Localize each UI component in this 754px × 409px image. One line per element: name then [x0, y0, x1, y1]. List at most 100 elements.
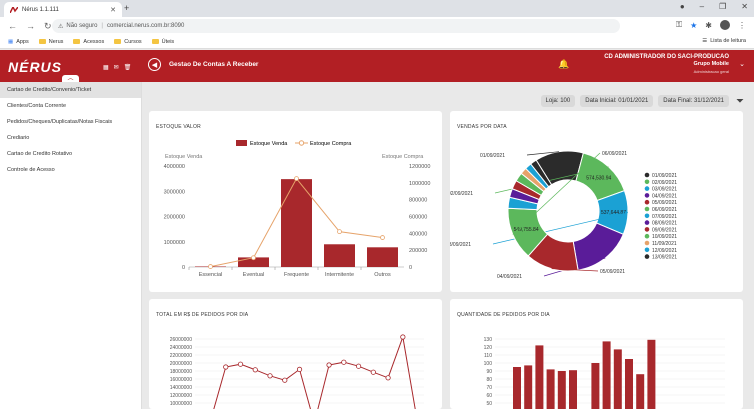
- arrow-left-icon: ◀: [151, 61, 158, 69]
- nav-buttons: ← → ↻: [8, 21, 52, 32]
- browser-tab[interactable]: Nérus 1.1.111 ✕: [4, 2, 122, 17]
- point-total-pedidos[interactable]: [326, 362, 332, 368]
- bookmark-folder[interactable]: Úteis: [151, 39, 174, 45]
- point-estoque-compra[interactable]: [380, 235, 385, 240]
- collapse-menu-button[interactable]: ︿: [62, 75, 79, 83]
- calculator-icon[interactable]: ▦: [103, 65, 109, 71]
- bar-estoque-venda[interactable]: [238, 257, 269, 267]
- back-arrow-icon[interactable]: ←: [8, 20, 17, 31]
- sidebar-item-clientes[interactable]: Clientes/Conta Corrente: [7, 103, 67, 109]
- bar-quantidade[interactable]: [602, 341, 611, 409]
- trash-icon[interactable]: 🗑: [123, 65, 132, 71]
- point-total-pedidos[interactable]: [341, 359, 347, 365]
- point-total-pedidos[interactable]: [237, 361, 244, 367]
- bar-estoque-venda[interactable]: [324, 244, 355, 267]
- point-total-pedidos[interactable]: [355, 363, 362, 369]
- bar-quantidade[interactable]: [569, 370, 577, 409]
- forward-arrow-icon[interactable]: →: [26, 20, 35, 31]
- extensions-icon[interactable]: ✱: [705, 20, 712, 30]
- bell-icon[interactable]: 🔔: [558, 59, 570, 69]
- point-total-pedidos[interactable]: [267, 373, 273, 379]
- menu-icon[interactable]: ⋮: [738, 20, 746, 30]
- legend-marker[interactable]: [644, 233, 650, 239]
- bar-quantidade[interactable]: [613, 349, 622, 409]
- sidebar-item-crediario[interactable]: Crediario: [7, 135, 30, 141]
- point-total-pedidos[interactable]: [370, 369, 376, 375]
- back-button[interactable]: ◀: [148, 58, 161, 71]
- legend-marker[interactable]: [644, 199, 650, 205]
- star-icon[interactable]: ★: [690, 20, 698, 30]
- bookmark-folder[interactable]: Cursos: [114, 39, 142, 45]
- legend-marker[interactable]: [644, 254, 650, 259]
- legend-marker[interactable]: [644, 220, 650, 225]
- filter-bar: Loja: 100 Data Inicial: 01/01/2021 Data …: [540, 95, 744, 107]
- bar-quantidade[interactable]: [557, 371, 566, 409]
- bookmark-folder[interactable]: Acessos: [73, 39, 104, 45]
- bar-quantidade[interactable]: [591, 363, 600, 409]
- bar-estoque-venda[interactable]: [367, 247, 398, 267]
- legend-bar-swatch[interactable]: [236, 140, 247, 146]
- loja-filter[interactable]: Loja: 100: [540, 95, 576, 107]
- sidebar-item-cartao-rotativo[interactable]: Cartao de Credito Rotativo: [7, 151, 73, 157]
- new-tab-icon[interactable]: +: [124, 3, 130, 13]
- y-tick-label: 24000000: [170, 345, 192, 351]
- legend-marker[interactable]: [644, 227, 650, 232]
- chevron-down-icon[interactable]: ⌄: [739, 61, 745, 68]
- point-estoque-compra[interactable]: [208, 264, 213, 269]
- key-icon[interactable]: ⚿: [676, 20, 683, 29]
- bookmark-apps[interactable]: ▦ Apps: [8, 38, 29, 45]
- legend-marker[interactable]: [644, 193, 650, 198]
- minimize-icon[interactable]: –: [699, 2, 705, 11]
- url-field[interactable]: ⚠ Não seguro | comercial.nerus.com.br:80…: [52, 19, 620, 33]
- estoque-chart: Estoque Venda Estoque Compra Estoque Ven…: [164, 140, 430, 278]
- y-tick-label: 80: [486, 377, 492, 383]
- legend-marker[interactable]: [644, 179, 650, 185]
- legend-label: 12/09/2021: [652, 248, 677, 254]
- point-total-pedidos[interactable]: [252, 367, 258, 373]
- bar-quantidade[interactable]: [546, 369, 555, 409]
- user-info[interactable]: CD ADMINISTRADOR DO SACI-PRODUCAO Grupo …: [604, 54, 729, 75]
- profile-avatar[interactable]: [720, 20, 730, 30]
- data-final-filter[interactable]: Data Final: 31/12/2021: [658, 95, 729, 107]
- bar-estoque-venda[interactable]: [281, 179, 312, 267]
- maximize-icon[interactable]: ❐: [719, 2, 727, 11]
- point-estoque-compra[interactable]: [294, 176, 299, 182]
- bar-quantidade[interactable]: [647, 339, 656, 409]
- bookmark-folder[interactable]: Nerus: [38, 39, 63, 45]
- filter-icon[interactable]: ⏷: [736, 95, 744, 107]
- x-tick-label: Eventual: [243, 272, 264, 278]
- point-estoque-compra[interactable]: [251, 255, 256, 261]
- point-total-pedidos[interactable]: [400, 334, 406, 340]
- data-inicial-filter[interactable]: Data Inicial: 01/01/2021: [580, 95, 654, 107]
- sidebar-item-cartao-credito[interactable]: Cartao de Credito/Convenio/Ticket: [0, 82, 141, 98]
- legend-marker[interactable]: [644, 213, 650, 219]
- bar-quantidade[interactable]: [535, 345, 544, 409]
- bar-quantidade[interactable]: [636, 374, 645, 409]
- legend-marker[interactable]: [644, 172, 650, 178]
- bar-quantidade[interactable]: [513, 367, 521, 409]
- close-tab-icon[interactable]: ✕: [110, 6, 116, 14]
- point-estoque-compra[interactable]: [337, 229, 342, 235]
- x-tick-label: Intermitente: [325, 272, 354, 278]
- sidebar-item-pedidos[interactable]: Pedidos/Cheques/Duplicatas/Notas Fiscais: [7, 119, 113, 125]
- legend-marker[interactable]: [644, 247, 650, 253]
- mail-icon[interactable]: ✉: [113, 65, 119, 71]
- y-tick-label: 16000000: [170, 377, 192, 383]
- bar-quantidade[interactable]: [625, 359, 633, 409]
- reload-icon[interactable]: ↻: [44, 20, 52, 31]
- reading-list-button[interactable]: ☰ Lista de leitura: [702, 38, 746, 44]
- point-total-pedidos[interactable]: [385, 375, 391, 381]
- donut-slice[interactable]: [530, 159, 553, 188]
- close-window-icon[interactable]: ✕: [741, 2, 748, 11]
- point-total-pedidos[interactable]: [223, 364, 229, 370]
- legend-label: 08/09/2021: [652, 221, 677, 227]
- point-total-pedidos[interactable]: [282, 377, 288, 383]
- bar-quantidade[interactable]: [524, 365, 533, 409]
- point-total-pedidos[interactable]: [296, 366, 303, 373]
- sidebar-item-controle-acesso[interactable]: Controle de Acesso: [7, 167, 55, 173]
- profile-dot-icon[interactable]: ●: [679, 2, 685, 11]
- line-total-pedidos[interactable]: [211, 335, 418, 409]
- legend-marker[interactable]: [644, 240, 650, 246]
- legend-marker[interactable]: [644, 206, 650, 212]
- legend-marker[interactable]: [644, 186, 650, 191]
